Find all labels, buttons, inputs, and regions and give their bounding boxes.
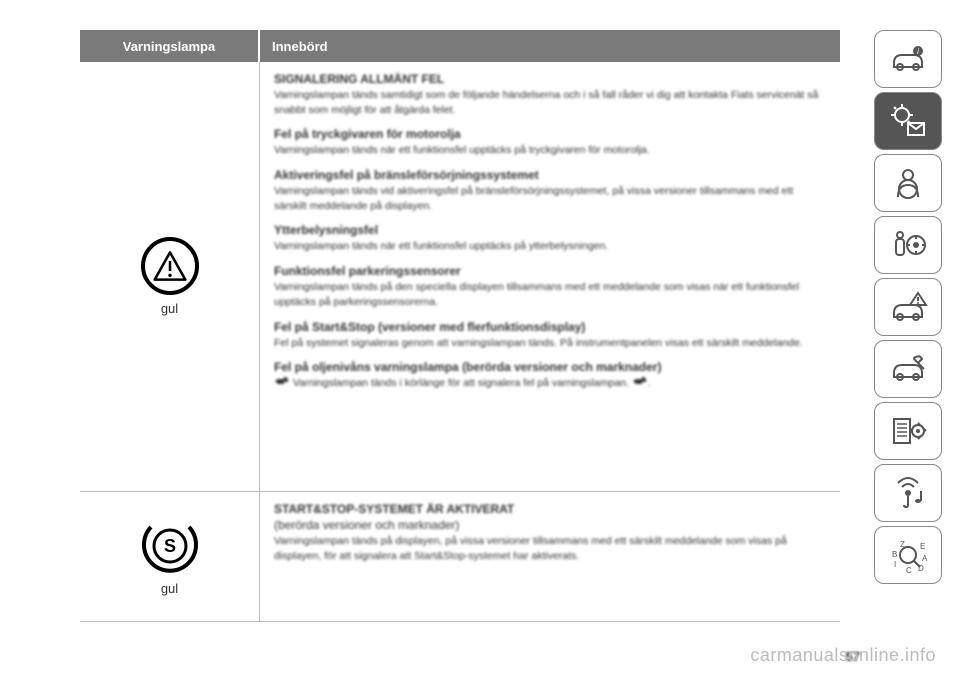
warning-triangle-icon: [141, 237, 199, 295]
svg-text:I: I: [894, 560, 896, 569]
watermark-text: carmanualsonline.info: [750, 645, 936, 666]
warning-lamp-cell: S gul: [80, 492, 260, 621]
nav-item-multimedia[interactable]: [874, 464, 942, 522]
section-heading: Aktiveringsfel på bränsleförsörjningssys…: [274, 168, 826, 182]
meaning-cell: START&STOP-SYSTEMET ÄR AKTIVERAT (berörd…: [260, 492, 840, 621]
nav-item-emergency[interactable]: [874, 278, 942, 336]
svg-text:S: S: [163, 536, 175, 556]
section-text: Varningslampan tänds på den speciella di…: [274, 280, 826, 309]
section-subtitle: (berörda versioner och marknader): [274, 518, 826, 532]
header-col-meaning: Innebörd: [260, 30, 840, 62]
nav-item-index[interactable]: Z EADC IB: [874, 526, 942, 584]
section-text-inner: Varningslampan tänds i körlänge för att …: [293, 377, 629, 389]
nav-item-starting-driving[interactable]: [874, 216, 942, 274]
nav-item-vehicle-info[interactable]: i: [874, 30, 942, 88]
oil-can-icon: [632, 376, 648, 391]
icon-color-label: gul: [161, 301, 178, 316]
table-header-row: Varningslampa Innebörd: [80, 30, 840, 62]
meaning-cell: SIGNALERING ALLMÄNT FEL Varningslampan t…: [260, 62, 840, 491]
section-text: Varningslampan tänds när ett funktionsfe…: [274, 239, 826, 254]
section-text: Varningslampan tänds när ett funktionsfe…: [274, 143, 826, 158]
nav-item-maintenance[interactable]: [874, 340, 942, 398]
icon-color-label: gul: [161, 581, 178, 596]
header-col-warninglamp: Varningslampa: [80, 30, 260, 62]
section-heading: Ytterbelysningsfel: [274, 223, 826, 237]
section-heading: START&STOP-SYSTEMET ÄR AKTIVERAT: [274, 502, 826, 516]
warning-lamp-cell: gul: [80, 62, 260, 491]
svg-text:C: C: [906, 566, 912, 575]
section-text: Varningslampan tänds på displayen, på vi…: [274, 534, 826, 563]
svg-text:E: E: [920, 542, 925, 551]
oil-can-icon: [274, 376, 290, 391]
svg-text:A: A: [922, 554, 928, 563]
section-heading: Fel på oljenivåns varningslampa (berörda…: [274, 360, 826, 374]
start-stop-icon: S: [141, 517, 199, 575]
svg-text:D: D: [918, 564, 924, 573]
svg-text:Z: Z: [900, 540, 905, 549]
section-heading: Funktionsfel parkeringssensorer: [274, 264, 826, 278]
chapter-nav: i Z EADC IB: [874, 30, 942, 584]
table-row: S gul START&STOP-SYSTEMET ÄR AKTIVERAT (…: [80, 492, 840, 622]
section-text: Varningslampan tänds samtidigt som de fö…: [274, 88, 826, 117]
nav-item-warning-lights[interactable]: [874, 92, 942, 150]
manual-page: Varningslampa Innebörd gul SIGNALERING A…: [80, 30, 840, 650]
section-heading: Fel på tryckgivaren för motorolja: [274, 127, 826, 141]
section-heading: Fel på Start&Stop (versioner med flerfun…: [274, 320, 826, 334]
section-text: Fel på systemet signaleras genom att var…: [274, 336, 826, 351]
svg-text:i: i: [917, 47, 919, 56]
section-text: Varningslampan tänds i körlänge för att …: [274, 376, 826, 391]
nav-item-safety[interactable]: [874, 154, 942, 212]
svg-text:B: B: [892, 550, 897, 559]
section-text: Varningslampan tänds vid aktiveringsfel …: [274, 184, 826, 213]
section-heading: SIGNALERING ALLMÄNT FEL: [274, 72, 826, 86]
nav-item-technical-data[interactable]: [874, 402, 942, 460]
table-row: gul SIGNALERING ALLMÄNT FEL Varningslamp…: [80, 62, 840, 492]
